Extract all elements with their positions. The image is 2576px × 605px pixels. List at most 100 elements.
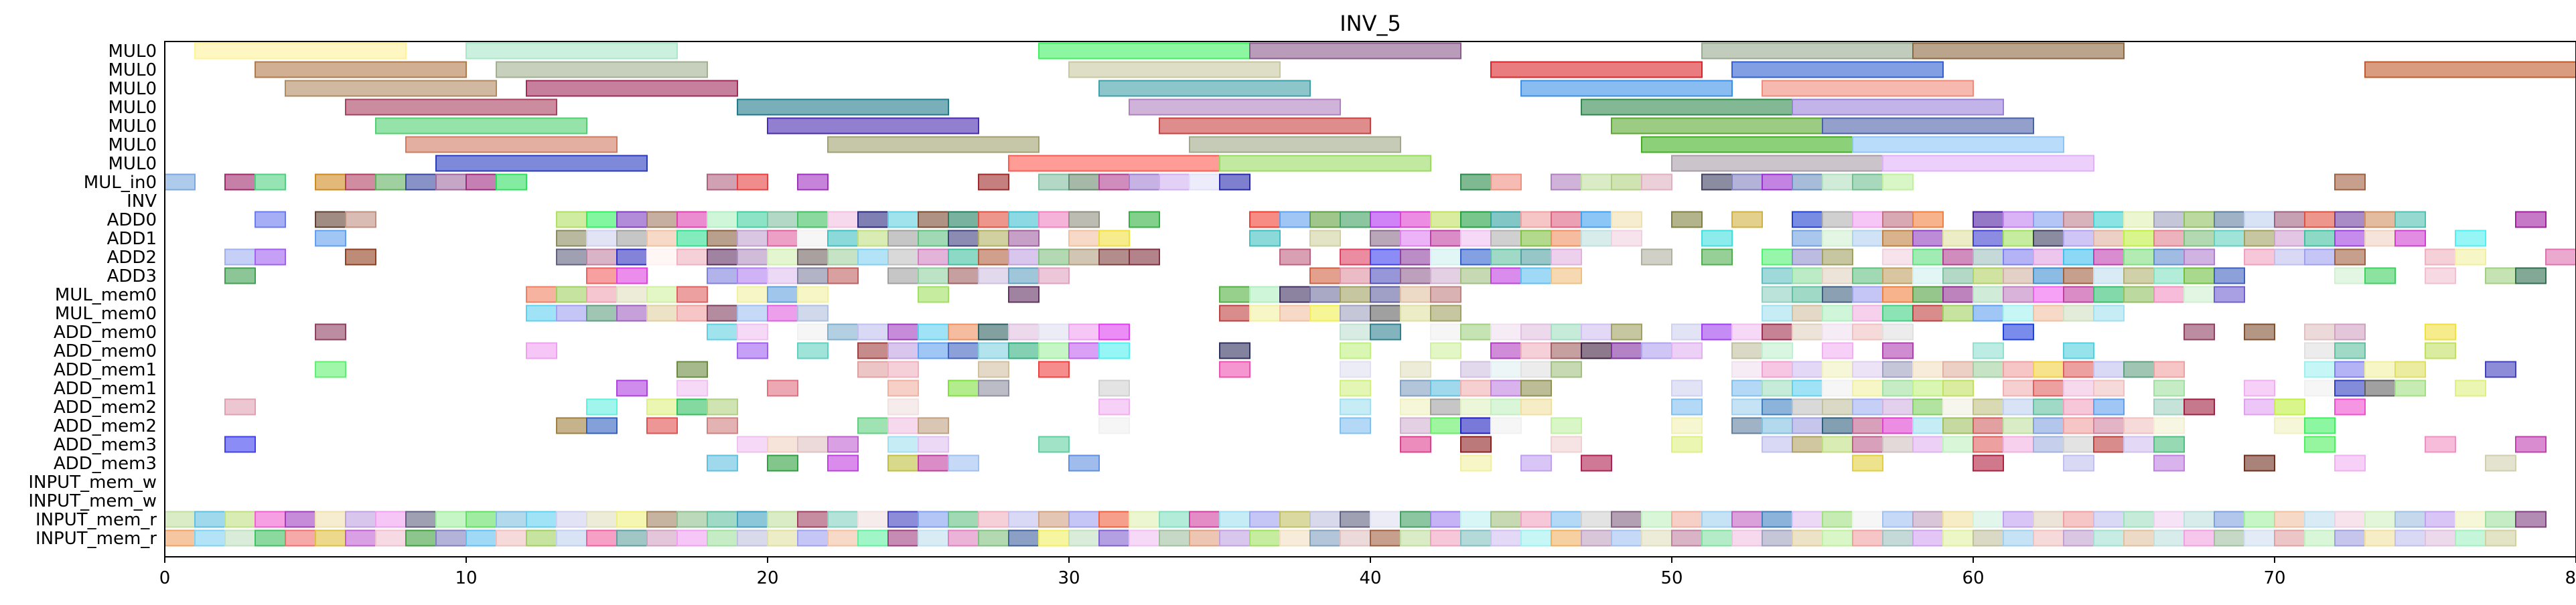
gantt-bar: [616, 211, 648, 228]
gantt-bar: [2334, 173, 2366, 191]
gantt-bar: [616, 230, 648, 247]
gantt-bar: [797, 230, 829, 247]
x-tick-label: 80: [2565, 568, 2576, 588]
gantt-bar: [1370, 511, 1401, 528]
gantt-bar: [1762, 267, 1793, 284]
x-tick-label: 20: [756, 568, 778, 588]
gantt-bar: [1973, 511, 2004, 528]
gantt-bar: [2364, 379, 2396, 397]
gantt-bar: [1882, 305, 1914, 322]
gantt-bar: [1400, 379, 1431, 397]
gantt-bar: [948, 379, 979, 397]
gantt-bar: [2334, 361, 2366, 378]
gantt-bar: [1038, 361, 1070, 378]
gantt-bar: [1309, 529, 1341, 547]
gantt-bar: [1762, 511, 1793, 528]
gantt-bar: [1249, 511, 1281, 528]
gantt-bar: [1008, 230, 1040, 247]
gantt-bar: [2123, 511, 2155, 528]
gantt-bar: [827, 230, 859, 247]
gantt-bar: [1641, 248, 1672, 266]
gantt-bar: [1520, 267, 1552, 284]
gantt-bar: [1822, 248, 1853, 266]
gantt-bar: [1701, 248, 1733, 266]
gantt-bar: [2364, 61, 2576, 78]
gantt-bar: [1520, 248, 1552, 266]
gantt-bar: [2123, 361, 2155, 378]
gantt-bar: [1792, 211, 1823, 228]
gantt-bar: [2334, 248, 2366, 266]
gantt-bar: [1551, 173, 1582, 191]
gantt-bar: [345, 529, 376, 547]
gantt-bar: [2033, 230, 2064, 247]
row-label: ADD0: [107, 210, 157, 230]
gantt-bar: [737, 98, 949, 116]
row-label: MUL0: [109, 60, 157, 80]
gantt-bar: [2304, 230, 2336, 247]
gantt-bar: [887, 267, 919, 284]
gantt-bar: [1159, 117, 1371, 135]
gantt-bar: [2184, 286, 2215, 303]
gantt-bar: [2003, 436, 2034, 453]
gantt-bar: [2063, 286, 2094, 303]
gantt-bar: [767, 230, 798, 247]
gantt-bar: [2123, 417, 2155, 434]
gantt-bar: [1731, 211, 1763, 228]
gantt-bar: [586, 230, 618, 247]
gantt-bar: [767, 529, 798, 547]
gantt-bar: [1340, 267, 1371, 284]
gantt-bar: [586, 248, 618, 266]
gantt-bar: [1551, 230, 1582, 247]
gantt-bar: [978, 230, 1009, 247]
gantt-bar: [2063, 379, 2094, 397]
gantt-bar: [1490, 398, 1522, 416]
gantt-bar: [2003, 398, 2034, 416]
gantt-bar: [2184, 323, 2215, 341]
gantt-bar: [2153, 398, 2185, 416]
gantt-bar: [1792, 529, 1823, 547]
gantt-bar: [526, 286, 557, 303]
gantt-bar: [2063, 305, 2094, 322]
gantt-bar: [1219, 286, 1250, 303]
gantt-bar: [1611, 230, 1642, 247]
gantt-bar: [1882, 211, 1914, 228]
gantt-bar: [827, 136, 1040, 153]
gantt-bar: [2093, 436, 2125, 453]
gantt-bar: [1882, 323, 1914, 341]
gantt-bar: [918, 267, 949, 284]
gantt-bar: [1219, 529, 1250, 547]
gantt-bar: [767, 511, 798, 528]
gantt-bar: [2184, 511, 2215, 528]
gantt-bar: [857, 342, 889, 359]
gantt-bar: [1611, 511, 1642, 528]
gantt-bar: [2485, 529, 2516, 547]
gantt-bar: [435, 511, 467, 528]
gantt-bar: [2334, 379, 2366, 397]
gantt-bar: [2153, 248, 2185, 266]
gantt-bar: [2274, 211, 2305, 228]
gantt-bar: [676, 511, 708, 528]
gantt-bar: [1762, 286, 1793, 303]
gantt-bar: [1370, 248, 1401, 266]
gantt-bar: [2184, 398, 2215, 416]
gantt-bar: [2153, 436, 2185, 453]
gantt-bar: [2244, 511, 2275, 528]
gantt-bar: [2003, 267, 2034, 284]
gantt-bar: [887, 436, 919, 453]
gantt-bar: [1973, 248, 2004, 266]
gantt-bar: [1731, 398, 1763, 416]
gantt-bar: [2334, 511, 2366, 528]
gantt-bar: [1008, 211, 1040, 228]
gantt-bar: [1912, 361, 1944, 378]
gantt-bar: [676, 286, 708, 303]
gantt-bar: [1701, 42, 1914, 60]
x-axis: 0 10 20 30 40 50 60 70 80: [159, 557, 2576, 588]
gantt-bar: [1430, 417, 1461, 434]
gantt-bar: [405, 511, 437, 528]
gantt-bar: [1340, 305, 1371, 322]
gantt-bar: [2063, 454, 2094, 472]
gantt-bar: [466, 42, 678, 60]
gantt-bar: [1400, 248, 1431, 266]
gantt-bar: [2063, 417, 2094, 434]
